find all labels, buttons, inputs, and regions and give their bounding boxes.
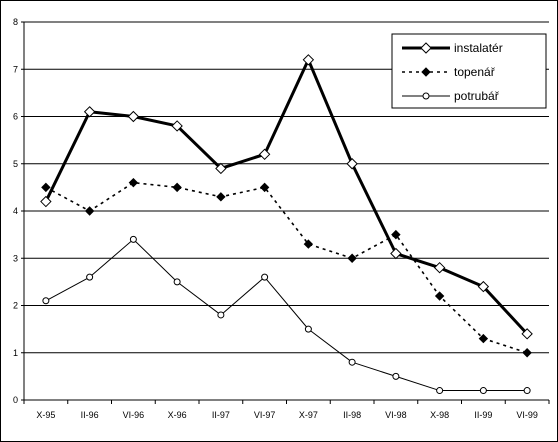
- data-point: [523, 387, 531, 395]
- x-tick-label: VI-97: [254, 410, 276, 420]
- data-point: [261, 273, 269, 281]
- data-point: [436, 387, 444, 395]
- data-point: [522, 348, 532, 358]
- y-tick-label: 0: [13, 395, 18, 405]
- data-point: [348, 358, 356, 366]
- legend-item: instalatér: [402, 41, 503, 55]
- data-point: [479, 387, 487, 395]
- data-point: [40, 195, 52, 208]
- data-point: [127, 110, 140, 123]
- series-potrubář: [42, 235, 531, 395]
- series-line: [44, 58, 529, 335]
- data-point: [304, 325, 312, 333]
- y-tick-label: 4: [13, 206, 18, 216]
- data-point: [433, 261, 446, 274]
- data-point: [421, 67, 431, 77]
- data-point: [215, 162, 227, 175]
- series-line: [45, 181, 528, 354]
- data-point: [171, 120, 183, 132]
- x-tick-label: X-98: [430, 410, 449, 420]
- data-point: [478, 333, 489, 344]
- axes: 0 1 2 3 4 5 6 7 8 X-95 II-96 VI-96 X-96 II-97 VI-97 X-9…: [13, 17, 550, 420]
- data-point: [521, 328, 533, 340]
- x-tick-label: X-96: [168, 410, 187, 420]
- data-point: [303, 239, 314, 249]
- y-tick-label: 5: [13, 159, 18, 169]
- data-point: [392, 372, 400, 380]
- y-tick-label: 1: [13, 348, 18, 358]
- data-point: [434, 291, 445, 301]
- data-point: [41, 182, 51, 193]
- data-point: [390, 247, 402, 260]
- x-tick-label: II-96: [81, 410, 99, 420]
- y-tick-label: 8: [13, 17, 18, 27]
- data-point: [259, 182, 270, 193]
- data-point: [84, 206, 95, 216]
- x-tick-label: VI-98: [385, 410, 407, 420]
- data-point: [42, 297, 50, 305]
- y-tick-label: 2: [13, 301, 18, 311]
- data-point: [391, 229, 401, 240]
- data-point: [172, 182, 182, 193]
- x-tick-label: II-98: [343, 410, 361, 420]
- x-tick-label: II-97: [212, 410, 230, 420]
- legend: instalatér topenář potrubář: [391, 33, 547, 109]
- legend-label: potrubář: [454, 89, 500, 103]
- data-point: [128, 177, 139, 188]
- data-point: [346, 158, 358, 170]
- data-point: [86, 273, 94, 281]
- legend-label: instalatér: [454, 41, 503, 55]
- legend-item: topenář: [402, 65, 496, 79]
- y-tick-label: 6: [13, 112, 18, 122]
- data-point: [83, 106, 96, 118]
- data-point: [302, 54, 315, 66]
- x-tick-label: VI-96: [123, 410, 145, 420]
- data-point: [347, 253, 357, 263]
- y-tick-label: 7: [13, 64, 18, 74]
- legend-item: potrubář: [402, 89, 500, 103]
- data-point: [217, 311, 225, 319]
- data-point: [422, 92, 430, 100]
- data-point: [477, 280, 490, 293]
- series-layer: [40, 54, 533, 395]
- data-point: [129, 235, 137, 243]
- x-tick-label: X-95: [36, 410, 55, 420]
- x-tick-label: II-99: [474, 410, 492, 420]
- data-point: [258, 148, 271, 161]
- data-point: [216, 192, 226, 202]
- series-instalatér: [40, 54, 533, 340]
- series-line: [45, 238, 528, 392]
- x-tick-label: VI-99: [516, 410, 538, 420]
- series-topenář: [41, 177, 532, 358]
- x-tick-label: X-97: [299, 410, 318, 420]
- data-point: [420, 42, 432, 54]
- y-tick-label: 3: [13, 253, 18, 263]
- legend-label: topenář: [454, 65, 496, 79]
- data-point: [173, 278, 181, 286]
